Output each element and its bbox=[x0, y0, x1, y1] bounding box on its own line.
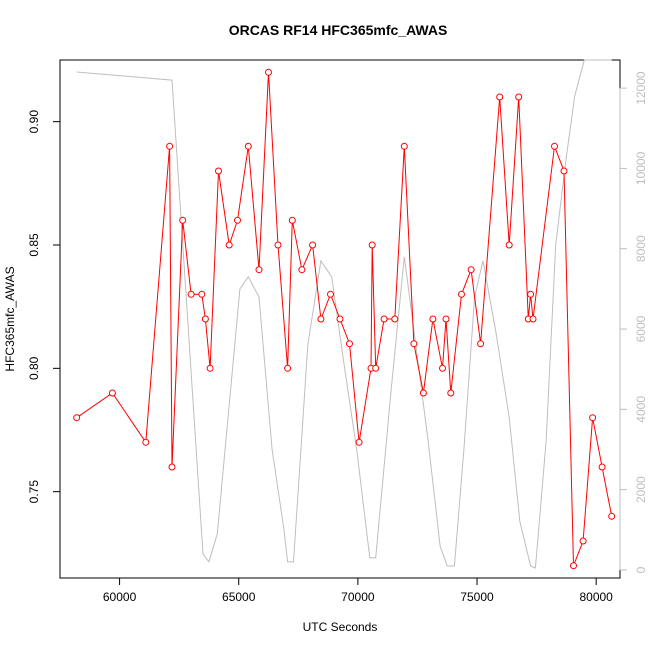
y2-tick-label: 8000 bbox=[634, 235, 648, 262]
data-point bbox=[274, 241, 282, 249]
data-point bbox=[166, 142, 174, 150]
data-point bbox=[515, 93, 523, 101]
data-point bbox=[327, 290, 334, 298]
data-point bbox=[505, 241, 513, 249]
y-tick-label: 0.80 bbox=[27, 356, 41, 380]
data-point bbox=[391, 315, 399, 323]
y-axis: 0.75 0.80 0.85 0.90 bbox=[27, 110, 61, 504]
data-point bbox=[179, 216, 187, 224]
data-point bbox=[439, 364, 446, 372]
data-point bbox=[73, 414, 81, 422]
x-tick-label: 70000 bbox=[341, 590, 375, 604]
hfc365mfc-line bbox=[76, 72, 613, 566]
data-point bbox=[346, 340, 353, 348]
y-tick-label: 0.85 bbox=[27, 233, 41, 257]
data-point bbox=[265, 68, 272, 76]
data-point bbox=[560, 167, 568, 175]
data-point bbox=[244, 142, 252, 150]
data-point bbox=[288, 216, 296, 224]
data-point bbox=[234, 216, 241, 224]
data-point bbox=[380, 315, 388, 323]
data-point bbox=[477, 340, 485, 348]
x-axis-label: UTC Seconds bbox=[303, 620, 378, 634]
data-point bbox=[255, 266, 263, 274]
data-point bbox=[400, 142, 408, 150]
y2-axis: 0 2000 4000 6000 8000 10000 12000 bbox=[619, 71, 648, 573]
plot-area bbox=[73, 59, 616, 570]
data-point bbox=[598, 463, 606, 471]
x-tick-label: 65000 bbox=[222, 590, 256, 604]
data-point bbox=[551, 142, 558, 150]
data-point bbox=[527, 290, 535, 298]
data-point bbox=[570, 562, 577, 570]
x-tick-label: 75000 bbox=[460, 590, 494, 604]
data-point bbox=[355, 438, 363, 446]
data-point bbox=[198, 290, 206, 298]
data-point bbox=[201, 315, 209, 323]
data-point bbox=[309, 241, 317, 249]
data-point bbox=[447, 389, 455, 397]
data-point bbox=[225, 241, 233, 249]
y2-tick-label: 10000 bbox=[634, 151, 648, 185]
data-point bbox=[608, 512, 616, 520]
altitude-line bbox=[76, 59, 612, 569]
data-point bbox=[284, 364, 292, 372]
data-point bbox=[368, 241, 376, 249]
data-point bbox=[108, 389, 116, 397]
data-point bbox=[589, 414, 597, 422]
data-point bbox=[168, 463, 176, 471]
chart-title: ORCAS RF14 HFC365mfc_AWAS bbox=[229, 22, 448, 38]
y-tick-label: 0.75 bbox=[27, 480, 41, 504]
y2-tick-label: 6000 bbox=[634, 315, 648, 342]
y2-tick-label: 4000 bbox=[634, 396, 648, 423]
x-tick-label: 60000 bbox=[103, 590, 137, 604]
y2-tick-label: 0 bbox=[634, 566, 648, 573]
y2-tick-label: 12000 bbox=[634, 71, 648, 105]
data-point bbox=[458, 290, 465, 298]
data-point bbox=[206, 364, 214, 372]
data-point bbox=[579, 537, 587, 545]
data-point bbox=[467, 266, 475, 274]
data-point bbox=[429, 315, 437, 323]
data-point bbox=[215, 167, 222, 175]
data-point bbox=[442, 315, 450, 323]
data-point bbox=[529, 315, 537, 323]
x-tick-label: 80000 bbox=[579, 590, 613, 604]
data-point bbox=[410, 340, 418, 348]
y-axis-label: HFC365mfc_AWAS bbox=[3, 266, 17, 371]
data-point bbox=[142, 438, 150, 446]
y2-tick-label: 2000 bbox=[634, 476, 648, 503]
data-point bbox=[187, 290, 195, 298]
data-point bbox=[496, 93, 504, 101]
x-axis: 60000 65000 70000 75000 80000 bbox=[103, 577, 613, 604]
data-point bbox=[317, 315, 325, 323]
data-point bbox=[336, 315, 344, 323]
data-point bbox=[298, 266, 306, 274]
data-point bbox=[419, 389, 427, 397]
y-tick-label: 0.90 bbox=[27, 110, 41, 134]
data-point bbox=[372, 364, 380, 372]
